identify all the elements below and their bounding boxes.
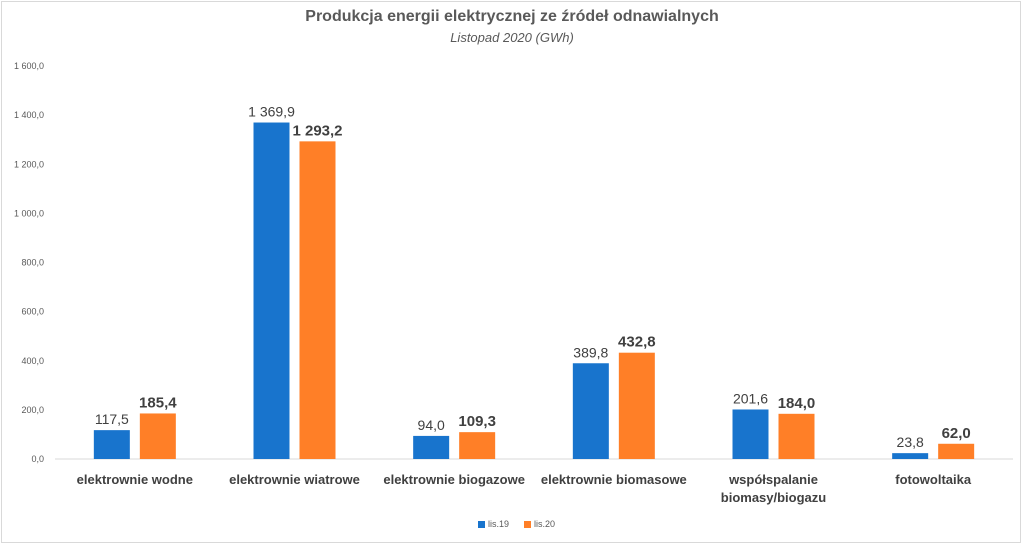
bar-lis19 [253, 122, 290, 459]
data-label: 201,6 [733, 390, 768, 406]
bar-lis19 [892, 453, 929, 459]
x-category-label: biomasy/biogazu [721, 490, 827, 505]
data-label: 1 293,2 [292, 122, 342, 139]
bar-lis20 [618, 352, 655, 459]
data-label: 94,0 [418, 417, 445, 433]
legend-label: lis.19 [488, 519, 509, 529]
bar-lis20 [459, 432, 496, 459]
data-label: 1 369,9 [248, 104, 295, 120]
data-label: 109,3 [458, 413, 496, 430]
x-axis-categories: elektrownie wodne elektrownie wiatrowe ele… [77, 472, 972, 505]
y-tick-label: 1 600,0 [14, 61, 44, 71]
legend: lis.19 lis.20 [478, 519, 555, 529]
y-tick-label: 400,0 [21, 356, 44, 366]
y-tick-label: 0,0 [31, 454, 44, 464]
chart-title: Produkcja energii elektrycznej ze źródeł… [305, 8, 719, 25]
y-tick-label: 800,0 [21, 258, 44, 268]
bar-lis20 [299, 141, 336, 459]
legend-label: lis.20 [534, 519, 555, 529]
y-tick-label: 1 400,0 [14, 110, 44, 120]
legend-swatch [478, 521, 485, 528]
bar-lis20 [938, 443, 975, 459]
x-category-label: elektrownie biomasowe [541, 472, 687, 487]
bar-lis20 [778, 413, 815, 459]
data-label: 62,0 [942, 425, 971, 442]
y-axis: 0,0 200,0 400,0 600,0 800,0 1 000,0 1 200,0 1 4… [14, 61, 44, 464]
data-label: 432,8 [618, 334, 656, 351]
data-label: 117,5 [95, 411, 129, 427]
data-label: 23,8 [897, 434, 924, 450]
x-category-label: elektrownie wodne [77, 472, 193, 487]
y-tick-label: 600,0 [21, 307, 44, 317]
chart-subtitle: Listopad 2020 (GWh) [450, 30, 574, 45]
x-category-label: elektrownie biogazowe [383, 472, 525, 487]
bar-lis19 [572, 363, 609, 459]
data-label: 389,8 [573, 344, 608, 360]
bar-lis19 [732, 409, 769, 459]
y-tick-label: 1 200,0 [14, 159, 44, 169]
legend-swatch [524, 521, 531, 528]
bar-lis19 [413, 435, 450, 459]
x-category-label: fotowoltaika [895, 472, 972, 487]
y-tick-label: 200,0 [21, 405, 44, 415]
y-tick-label: 1 000,0 [14, 208, 44, 218]
data-label: 185,4 [139, 394, 177, 411]
x-category-label: elektrownie wiatrowe [229, 472, 360, 487]
bar-lis20 [139, 413, 176, 459]
x-category-label: współspalanie [728, 472, 818, 487]
bar-lis19 [93, 430, 130, 459]
bars: 117,5 185,4 1 369,9 1 293,2 94,0 109,3 389,8 43… [93, 104, 975, 459]
data-label: 184,0 [778, 395, 816, 412]
